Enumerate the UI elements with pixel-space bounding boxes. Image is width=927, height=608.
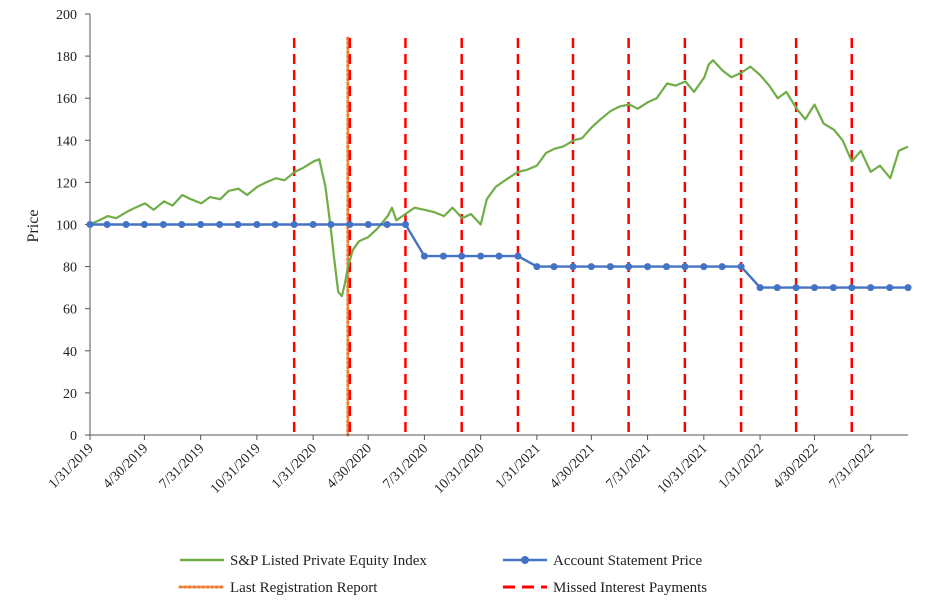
account-statement-point (234, 221, 242, 228)
x-tick-label: 4/30/2021 (547, 441, 598, 492)
account-statement-point (886, 284, 894, 292)
account-statement-point (625, 263, 633, 271)
account-statement-point (700, 263, 708, 271)
legend: S&P Listed Private Equity Index Account S… (178, 553, 707, 596)
account-statement-point (904, 284, 912, 292)
account-statement-point (867, 284, 875, 292)
account-statement-point (606, 263, 614, 271)
account-statement-point (811, 284, 818, 292)
account-statement-point (197, 221, 205, 228)
pe-index-line (89, 59, 909, 298)
x-tick-label: 7/31/2021 (604, 441, 655, 492)
series-lines (86, 59, 912, 298)
x-tick-label: 10/31/2021 (655, 441, 711, 497)
legend-swatch-marker (521, 556, 529, 564)
account-statement-point (140, 221, 148, 228)
account-statement-point (495, 252, 503, 260)
account-statement-point (773, 284, 781, 292)
account-statement-point (103, 221, 111, 228)
account-statement-point (458, 252, 466, 260)
y-tick-label: 80 (63, 261, 77, 276)
x-tick-label: 4/30/2022 (771, 441, 822, 492)
y-tick-label: 20 (63, 387, 77, 402)
account-statement-point (122, 221, 130, 228)
account-statement-point (550, 263, 558, 271)
y-tick-label: 160 (56, 92, 77, 107)
account-statement-point (216, 221, 224, 228)
account-statement-point (477, 252, 485, 260)
account-statement-point (829, 284, 837, 292)
y-tick-label: 140 (56, 134, 77, 149)
x-tick-label: 1/31/2021 (493, 441, 544, 492)
x-tick-label: 10/31/2020 (432, 441, 488, 497)
x-tick-label: 1/31/2019 (46, 441, 97, 492)
y-tick-label: 200 (56, 8, 77, 23)
x-tick-label: 7/31/2020 (380, 441, 431, 492)
account-statement-point (718, 263, 726, 271)
x-tick-label: 10/31/2019 (208, 441, 264, 497)
vertical-reference-lines (292, 36, 854, 437)
legend-label: Missed Interest Payments (553, 580, 707, 596)
account-statement-point (569, 263, 577, 271)
x-tick-label: 1/31/2020 (269, 441, 320, 492)
account-statement-point (644, 263, 652, 271)
account-statement-point (364, 221, 372, 228)
account-statement-point (681, 263, 689, 271)
legend-label: Last Registration Report (230, 580, 378, 596)
account-statement-point (309, 221, 317, 228)
account-statement-point (327, 221, 335, 228)
account-statement-point (737, 263, 745, 271)
legend-label: S&P Listed Private Equity Index (230, 553, 427, 569)
account-statement-point (86, 221, 94, 228)
account-statement-point (514, 252, 522, 260)
account-statement-point (346, 221, 354, 228)
account-statement-point (420, 252, 428, 260)
account-statement-point (383, 221, 391, 228)
account-statement-point (533, 263, 541, 271)
y-tick-label: 100 (56, 219, 77, 234)
legend-label: Account Statement Price (553, 553, 702, 569)
account-statement-point (663, 263, 670, 271)
account-statement-point (848, 284, 856, 292)
x-tick-label: 4/30/2019 (100, 441, 151, 492)
x-tick-label: 7/31/2019 (157, 441, 208, 492)
y-tick-label: 60 (63, 303, 77, 318)
y-axis-title: Price (25, 210, 42, 243)
account-statement-point (587, 263, 595, 271)
y-tick-label: 40 (63, 345, 77, 360)
account-statement-point (439, 252, 447, 260)
account-statement-point (271, 221, 279, 228)
y-tick-label: 120 (56, 176, 77, 191)
account-statement-point (402, 221, 409, 228)
account-statement-point (290, 221, 298, 228)
y-tick-label: 180 (56, 50, 77, 65)
x-tick-label: 1/31/2022 (716, 441, 767, 492)
account-statement-point (792, 284, 800, 292)
account-statement-point (253, 221, 261, 228)
y-tick-label: 0 (70, 429, 77, 444)
x-tick-label: 7/31/2022 (827, 441, 878, 492)
account-statement-point (159, 221, 167, 228)
x-tick-label: 4/30/2020 (324, 441, 375, 492)
account-statement-point (756, 284, 764, 292)
account-statement-point (178, 221, 186, 228)
